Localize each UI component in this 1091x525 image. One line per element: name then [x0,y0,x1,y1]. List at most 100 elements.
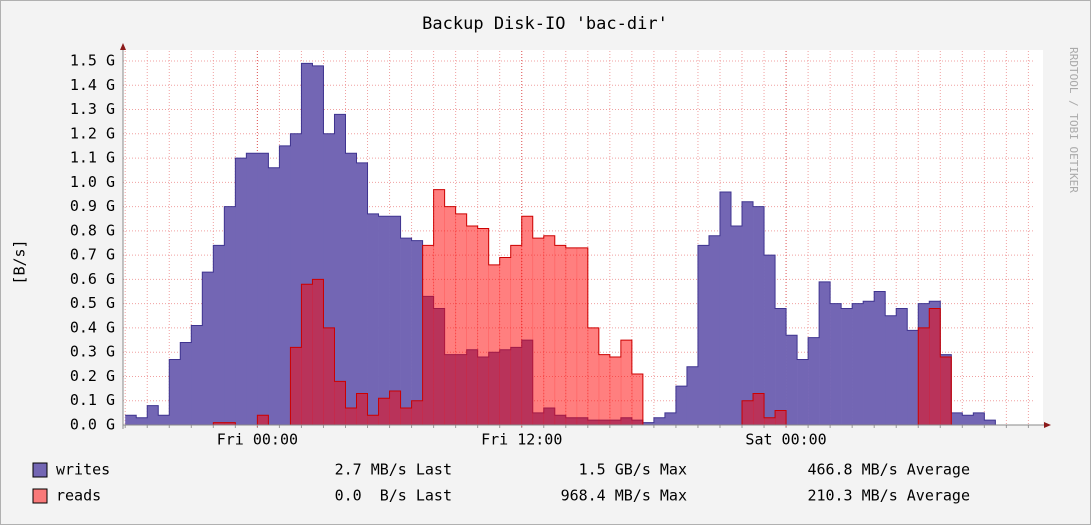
step-bar [202,272,214,425]
step-bar [301,284,313,425]
y-tick-label: 0.1 G [70,391,115,409]
legend-stat: 2.7 MB/s Last [335,461,452,479]
step-bar [257,153,269,426]
step-bar [521,216,534,425]
step-bar [389,216,401,425]
step-bar [345,153,357,426]
step-bar [433,189,445,425]
y-tick-label: 0.8 G [70,221,115,239]
axis-arrow [1044,422,1051,428]
step-bar [312,279,324,425]
legend-stat: 466.8 MB/s Average [807,461,970,479]
step-bar [764,417,776,425]
step-bar [896,308,908,425]
step-bar [477,228,489,425]
step-bar [731,226,743,425]
step-bar [334,114,346,426]
step-bar [367,213,379,425]
step-bar [466,226,478,425]
step-bar [455,213,467,425]
step-bar [543,235,556,425]
step-bar [532,238,545,425]
step-bar [389,391,401,425]
step-bar [411,400,423,425]
y-tick-label: 0.2 G [70,367,115,385]
step-bar [819,281,831,425]
x-tick-label: Sat 00:00 [745,431,826,449]
step-bar [312,65,324,425]
legend-stat: 210.3 MB/s Average [807,487,970,505]
step-bar [753,206,765,425]
step-bar [719,192,732,425]
legend-label: writes [56,461,110,479]
step-bar [180,342,192,425]
step-bar [653,417,666,425]
step-bar [422,245,434,425]
legend-swatch [32,488,48,504]
step-bar [345,408,357,425]
y-tick-label: 0.6 G [70,270,115,288]
step-bar [356,162,368,426]
step-bar [411,240,423,425]
step-bar [213,422,225,425]
step-bar [775,308,787,425]
step-bar [863,301,875,425]
step-bar [268,167,280,426]
step-bar [279,145,291,425]
step-bar [510,245,523,425]
step-bar [378,398,390,425]
step-bar [224,422,236,425]
step-bar [323,327,335,425]
axis-arrow [120,43,126,50]
legend-stat: 1.5 GB/s Max [579,461,687,479]
step-bar [841,308,853,425]
y-axis-label: [B/s] [11,239,29,284]
step-bar [918,327,930,425]
legend-label: reads [56,487,101,505]
step-bar [951,412,963,425]
step-bar [587,327,600,425]
y-tick-label: 1.0 G [70,173,115,191]
step-bar [620,340,633,425]
step-bar [224,206,236,425]
step-bar [675,386,688,425]
step-bar [191,325,203,425]
x-tick-label: Fri 00:00 [217,431,298,449]
y-tick-label: 0.9 G [70,197,115,215]
step-bar [664,412,677,425]
step-bar [808,337,820,425]
step-bar [488,264,500,425]
step-bar [290,347,302,425]
step-bar [686,366,699,425]
y-tick-label: 1.3 G [70,100,115,118]
step-bar [973,412,985,425]
step-bar [554,245,567,425]
step-bar [642,422,655,425]
step-bar [301,63,313,425]
y-tick-label: 0.5 G [70,294,115,312]
step-bar [697,245,710,425]
step-bar [290,133,302,426]
step-bar [147,405,159,425]
step-bar [786,335,798,425]
step-bar [356,393,368,425]
step-bar [444,206,456,425]
step-bar [400,238,412,425]
watermark: RRDTOOL / TOBI OETIKER [1067,47,1080,193]
step-bar [775,410,787,425]
step-bar [852,303,864,425]
step-bar [334,381,346,425]
step-bar [797,359,809,425]
step-bar [235,158,247,426]
step-bar [708,235,721,425]
step-bar [400,408,412,425]
step-bar [246,153,258,426]
step-bar [907,330,919,425]
step-bar [367,415,379,425]
step-bar [323,133,335,426]
legend-stat: 0.0 B/s Last [335,487,452,505]
y-tick-label: 1.1 G [70,149,115,167]
step-bar [169,359,181,425]
step-bar [885,315,897,425]
